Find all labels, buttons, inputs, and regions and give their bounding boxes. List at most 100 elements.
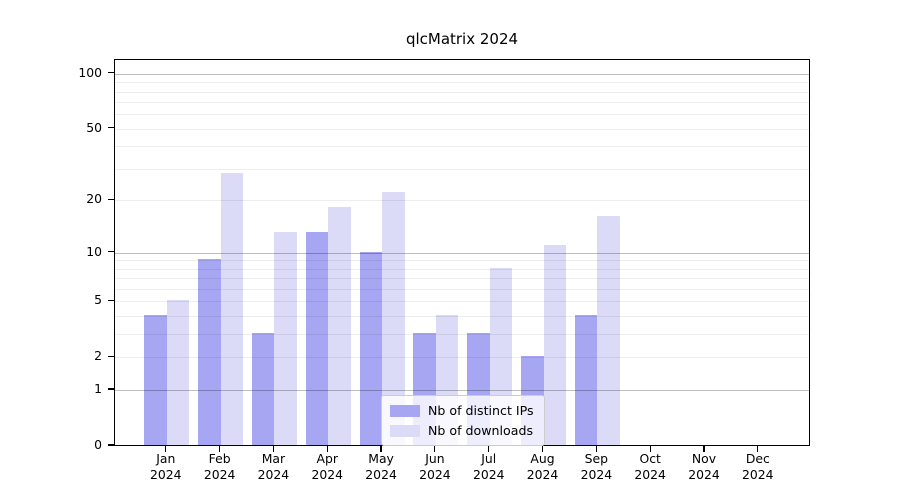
bar-downloads-apr [328, 207, 351, 445]
x-tick-month: Mar [261, 451, 286, 466]
gridline-minor [115, 260, 809, 262]
bar-downloads-jan [166, 300, 190, 445]
x-tick [165, 446, 167, 452]
chart-title: qlcMatrix 2024 [405, 30, 519, 48]
x-tick [272, 446, 275, 452]
y-tick [108, 127, 114, 129]
x-tick-month: Jun [425, 451, 445, 466]
x-tick-month: May [368, 451, 394, 466]
x-tick-month: Dec [745, 451, 770, 466]
x-tick-month: Oct [639, 451, 661, 466]
x-tick-year: 2024 [634, 466, 666, 482]
bar-ips-may [359, 251, 383, 445]
y-tick-label: 20 [86, 191, 102, 207]
gridline-minor [115, 289, 809, 291]
gridline-minor [115, 114, 809, 116]
x-tick-year: 2024 [203, 466, 236, 482]
bar-ips-jan [144, 315, 167, 445]
gridline-minor [115, 334, 809, 336]
gridline-minor [115, 357, 809, 359]
x-tick-month: Jan [156, 451, 176, 466]
x-tick-label: Jun 2024 [405, 451, 465, 482]
bar-downloads-feb [220, 173, 244, 445]
bar-ips-apr [305, 232, 329, 445]
x-tick-label: Oct 2024 [620, 451, 680, 482]
x-tick-month: Jul [481, 451, 497, 466]
y-tick-label: 100 [78, 64, 102, 80]
x-tick [219, 446, 221, 452]
x-tick-month: Feb [208, 451, 231, 466]
y-tick-label: 1 [94, 381, 102, 397]
y-tick [108, 72, 114, 74]
bar-downloads-may [382, 192, 405, 445]
x-tick-label: Jan 2024 [136, 451, 196, 482]
x-tick-label: Nov 2024 [674, 451, 734, 482]
x-tick [541, 446, 544, 452]
x-tick-year: 2024 [526, 466, 559, 482]
y-tick [108, 250, 114, 253]
gridline-minor [115, 168, 809, 170]
x-tick-year: 2024 [365, 466, 397, 482]
x-tick-label: Jul 2024 [459, 451, 519, 482]
x-tick-label: Sep 2024 [566, 451, 626, 482]
x-tick [757, 446, 759, 452]
gridline-minor [115, 91, 809, 93]
gridline-minor [115, 128, 809, 130]
legend: Nb of distinct IPs Nb of downloads [381, 395, 545, 446]
gridline-minor [115, 146, 809, 148]
x-tick-year: 2024 [150, 466, 182, 482]
bar-downloads-aug [543, 244, 567, 445]
x-tick-year: 2024 [419, 466, 451, 482]
x-tick-year: 2024 [472, 466, 505, 482]
x-tick-label: Aug 2024 [513, 451, 573, 482]
bar-ips-feb [198, 259, 221, 445]
y-tick-label: 5 [94, 292, 102, 308]
bar-ips-sep [574, 315, 598, 445]
legend-row-downloads: Nb of downloads [390, 423, 534, 438]
x-tick-year: 2024 [688, 466, 720, 482]
plot-area: Nb of distinct IPs Nb of downloads [114, 59, 810, 446]
gridline-major [115, 252, 809, 254]
x-tick-month: Sep [584, 451, 609, 466]
x-tick-month: Apr [316, 451, 338, 466]
gridline-minor [115, 316, 809, 318]
bar-downloads-mar [274, 232, 297, 445]
x-tick-year: 2024 [580, 466, 613, 482]
bar-downloads-sep [597, 216, 620, 445]
x-tick [434, 446, 436, 452]
gridline-major [115, 73, 809, 75]
x-tick [488, 446, 490, 452]
x-tick-year: 2024 [257, 466, 290, 482]
x-tick-month: Aug [530, 451, 555, 466]
gridline-minor [115, 268, 809, 270]
y-tick-label: 2 [94, 348, 102, 364]
legend-swatch-1 [390, 424, 420, 437]
legend-label-distinct-ips: Nb of distinct IPs [428, 403, 534, 418]
y-tick [108, 355, 114, 357]
y-tick [108, 299, 114, 302]
x-tick [380, 446, 382, 452]
y-tick-label: 0 [94, 437, 102, 452]
x-tick-label: Dec 2024 [728, 451, 788, 482]
y-tick [108, 198, 114, 200]
y-tick [108, 388, 114, 390]
legend-row-distinct-ips: Nb of distinct IPs [390, 403, 534, 418]
x-tick-label: Apr 2024 [297, 451, 357, 482]
legend-label-downloads: Nb of downloads [428, 423, 534, 438]
gridline-minor [115, 200, 809, 202]
y-tick-label: 50 [86, 119, 102, 135]
x-tick [326, 446, 328, 452]
bar-ips-mar [251, 333, 275, 445]
x-tick [649, 446, 651, 452]
gridline-major [115, 390, 809, 392]
gridline-minor [115, 301, 809, 303]
x-tick [703, 446, 705, 452]
gridline-minor [115, 278, 809, 280]
x-tick-month: Nov [691, 451, 717, 466]
legend-swatch-0 [390, 404, 420, 417]
y-tick [108, 444, 114, 446]
y-tick-label: 10 [86, 243, 102, 259]
x-tick-label: Feb 2024 [190, 451, 250, 482]
gridline-minor [115, 82, 809, 84]
